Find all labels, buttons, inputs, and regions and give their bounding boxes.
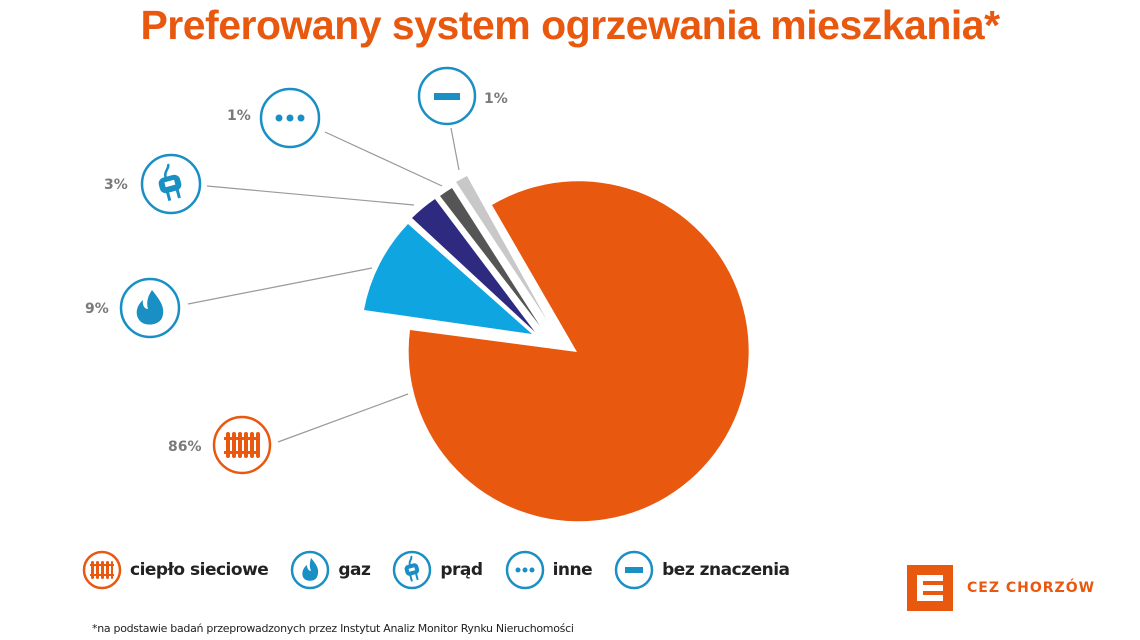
- plug-icon: [393, 550, 432, 590]
- leader-line-prad: [206, 185, 415, 206]
- minus-icon: [614, 550, 654, 590]
- leader-line-inne: [324, 131, 443, 187]
- radiator-icon: [82, 550, 122, 590]
- ellipsis-icon: [505, 550, 544, 590]
- legend-item-inne: inne: [505, 550, 593, 590]
- footnote: *na podstawie badań przeprowadzonych prz…: [92, 622, 574, 635]
- legend-item-gaz: gaz: [290, 550, 371, 590]
- plug-icon: [140, 153, 202, 215]
- legend-item-cieplo: ciepło sieciowe: [82, 550, 269, 590]
- legend-label: bez znaczenia: [662, 560, 790, 580]
- legend-item-bez-znaczenia: bez znaczenia: [614, 550, 790, 590]
- flame-icon: [119, 277, 181, 339]
- cez-logo-mark: [907, 565, 953, 611]
- slice-prad: [412, 199, 535, 332]
- legend-label: ciepło sieciowe: [130, 560, 269, 580]
- label-bez-pct: 1%: [484, 91, 508, 107]
- slice-bez-znaczenia: [456, 176, 547, 320]
- flame-icon: [291, 550, 330, 590]
- ellipsis-icon: [259, 87, 321, 149]
- leader-line-cieplo: [277, 393, 409, 443]
- legend-label: inne: [552, 560, 593, 580]
- radiator-icon: [212, 415, 272, 475]
- leader-line-gaz: [187, 267, 373, 305]
- label-gaz-pct: 9%: [85, 301, 109, 317]
- legend-label: prąd: [440, 560, 483, 580]
- leader-line-bez: [450, 127, 460, 171]
- label-prad-pct: 3%: [104, 177, 128, 193]
- slice-gaz: [364, 224, 532, 334]
- minus-icon: [417, 66, 477, 126]
- slice-inne: [440, 188, 540, 326]
- chart-legend: ciepło sieciowe gaz prąd inne bez zn: [82, 548, 812, 592]
- slice-cieplo-sieciowe: [408, 181, 749, 522]
- chart-title: Preferowany system ogrzewania mieszkania…: [140, 2, 1000, 48]
- cez-chorzow-logo: CEZ CHORZÓW: [907, 565, 1095, 611]
- legend-label: gaz: [338, 560, 371, 580]
- label-inne-pct: 1%: [227, 108, 251, 124]
- label-cieplo-pct: 86%: [168, 439, 202, 455]
- legend-item-prad: prąd: [392, 550, 483, 590]
- logo-text: CEZ CHORZÓW: [967, 580, 1096, 596]
